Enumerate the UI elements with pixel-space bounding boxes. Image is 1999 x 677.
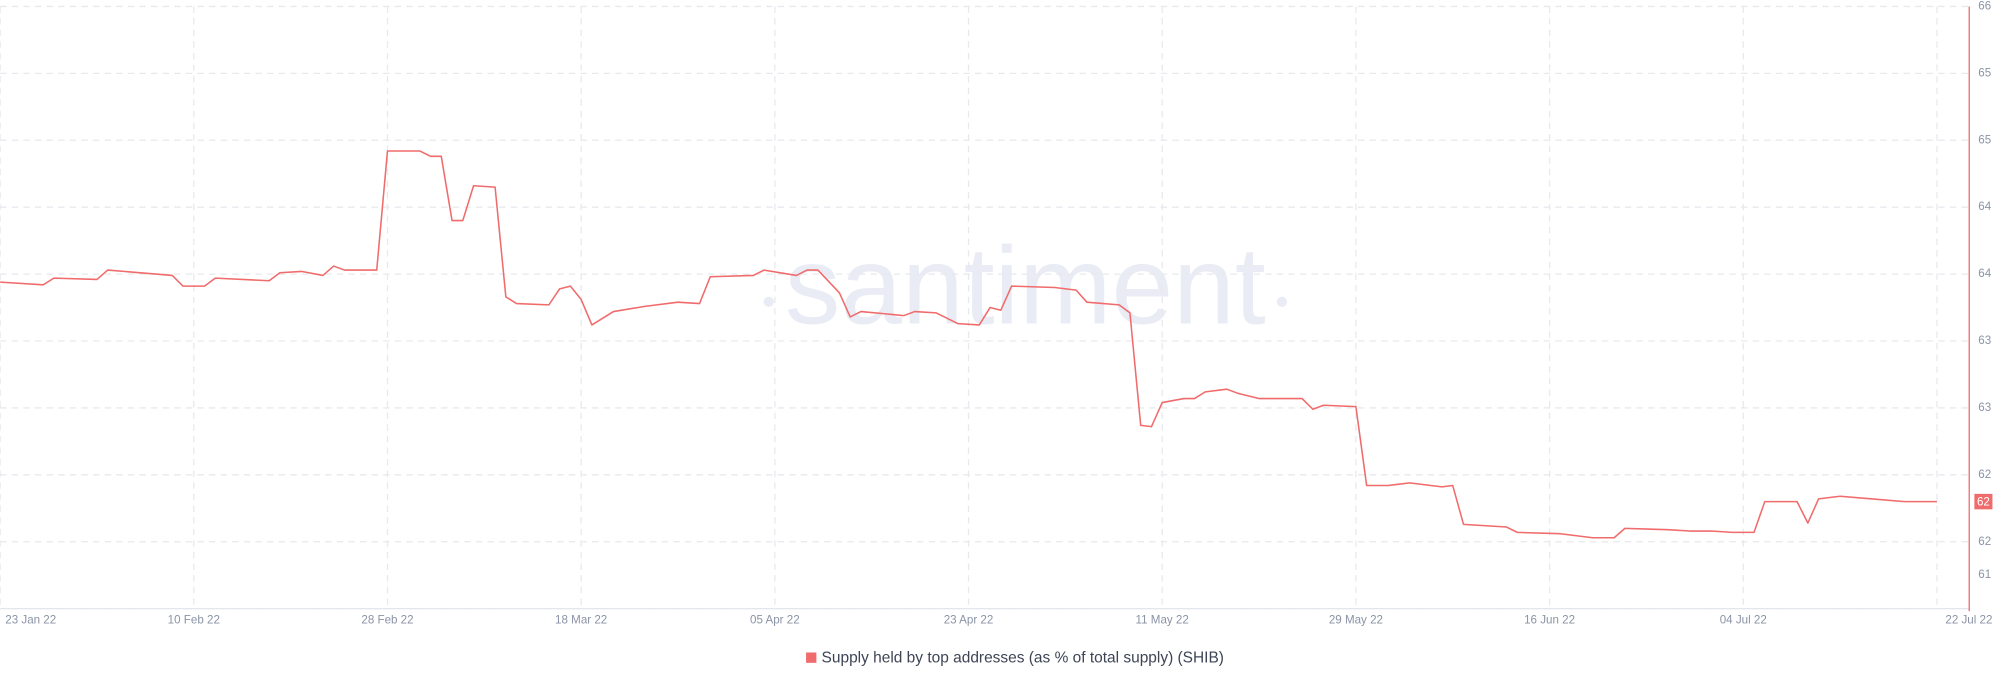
x-tick-label: 04 Jul 22 <box>1720 613 1767 626</box>
y-tick-label: 64 <box>1978 267 1991 280</box>
watermark-dot <box>763 296 774 307</box>
y-tick-label: 63 <box>1978 401 1991 414</box>
x-tick-label: 28 Feb 22 <box>361 613 413 626</box>
y-tick-label: 63 <box>1978 334 1991 347</box>
last-value-label: 62 <box>1977 495 1990 508</box>
y-tick-label: 62 <box>1978 535 1991 548</box>
y-tick-label: 64 <box>1978 200 1991 213</box>
line-series <box>0 150 1937 539</box>
x-tick-label: 23 Apr 22 <box>944 613 994 626</box>
x-tick-label: 10 Feb 22 <box>168 613 220 626</box>
y-tick-label: 65 <box>1978 133 1991 146</box>
x-tick-label: 18 Mar 22 <box>555 613 607 626</box>
x-tick-label: 23 Jan 22 <box>5 613 56 626</box>
last-value-badge <box>1974 493 1993 510</box>
x-tick-label: 29 May 22 <box>1329 613 1383 626</box>
legend-label: Supply held by top addresses (as % of to… <box>822 649 1224 666</box>
y-tick-label: 61 <box>1978 568 1991 581</box>
x-tick-label: 05 Apr 22 <box>750 613 800 626</box>
y-tick-label: 65 <box>1978 66 1991 79</box>
x-tick-label: 11 May 22 <box>1136 613 1189 626</box>
legend-swatch <box>806 652 817 663</box>
y-tick-label: 62 <box>1978 468 1991 481</box>
watermark-dot <box>1276 296 1288 307</box>
x-tick-label: 16 Jun 22 <box>1524 613 1575 626</box>
y-tick-label: 66 <box>1978 0 1991 13</box>
x-tick-label: 22 Jul 22 <box>1945 613 1992 626</box>
